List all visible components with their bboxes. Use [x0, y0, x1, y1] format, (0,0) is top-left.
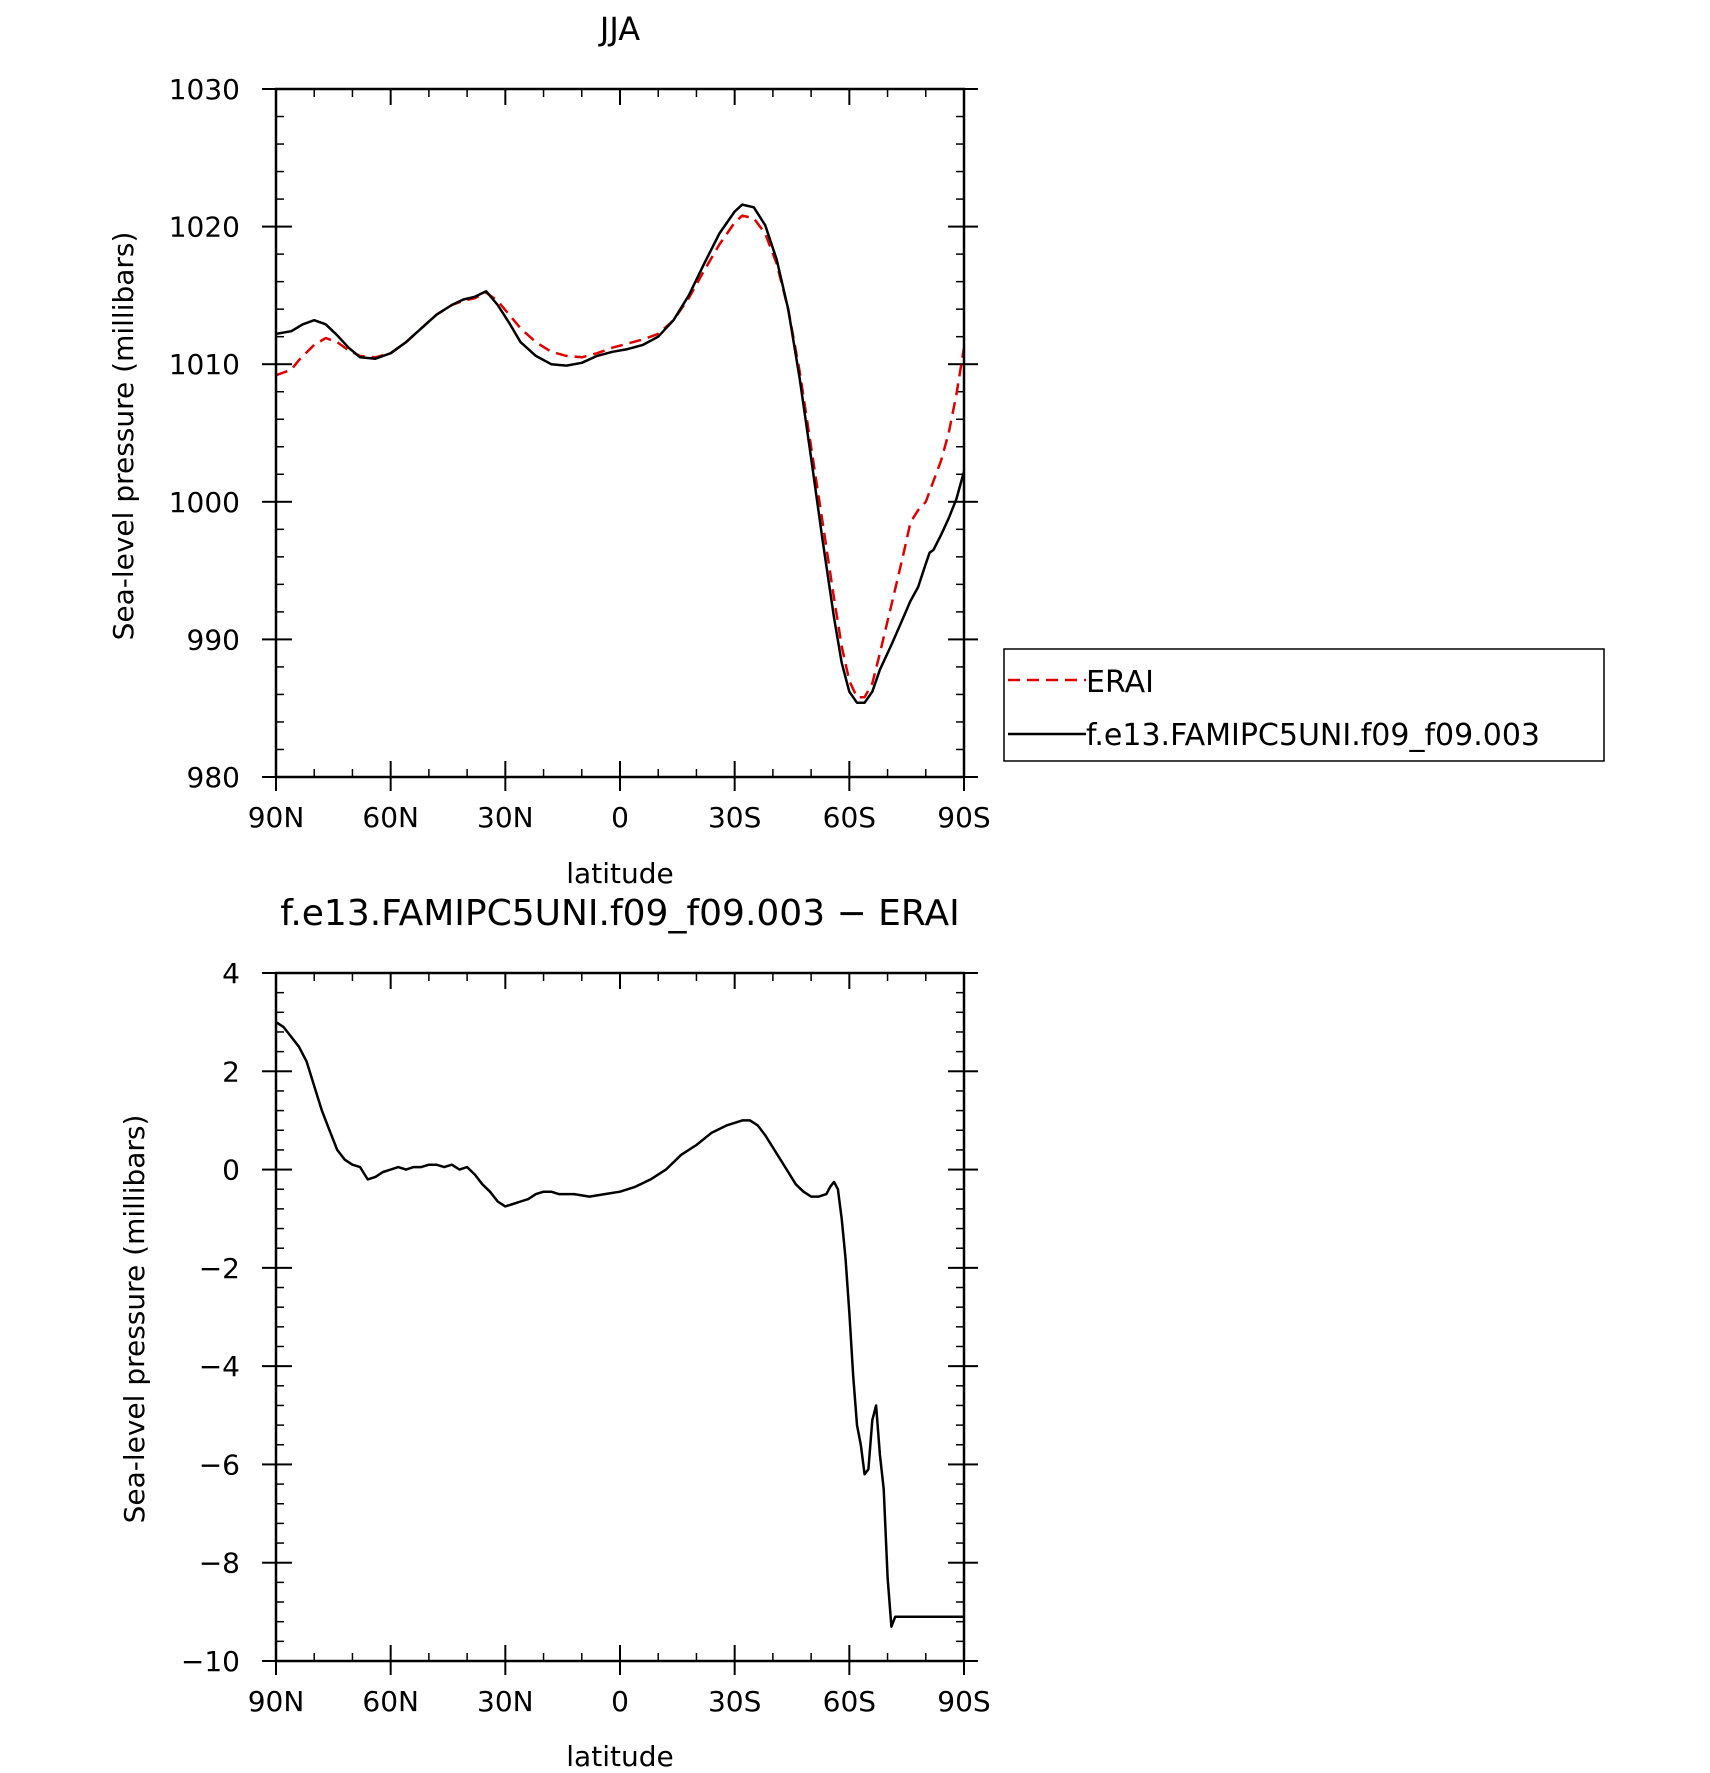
- y-tick-label: 4: [222, 957, 240, 990]
- y-axis-label: Sea-level pressure (millibars): [118, 1115, 151, 1524]
- legend-label-erai: ERAI: [1086, 665, 1154, 700]
- x-tick-label: 60N: [362, 1685, 419, 1718]
- y-tick-label: 1020: [169, 211, 240, 244]
- y-tick-label: 990: [187, 623, 240, 656]
- x-tick-label: 60S: [823, 1685, 876, 1718]
- series-lines: [275, 203, 966, 704]
- x-tick-label: 0: [611, 801, 629, 834]
- plot-frame: [274, 971, 966, 1663]
- x-axis-label: latitude: [566, 1740, 673, 1773]
- legend: ERAI f.e13.FAMIPC5UNI.f09_f09.003: [1003, 648, 1605, 762]
- y-tick-label: −10: [181, 1645, 240, 1678]
- series-lines: [275, 1021, 964, 1628]
- legend-label-model: f.e13.FAMIPC5UNI.f09_f09.003: [1086, 718, 1540, 753]
- x-tick-label: 60N: [362, 801, 419, 834]
- model-line: [275, 1021, 964, 1628]
- x-tick-label: 90S: [937, 801, 990, 834]
- x-tick-label: 30S: [708, 801, 761, 834]
- x-axis-label: latitude: [566, 857, 673, 890]
- model-line: [275, 203, 966, 704]
- x-tick-label: 90N: [248, 801, 305, 834]
- x-tick-label: 90S: [937, 1685, 990, 1718]
- x-tick-label: 30S: [708, 1685, 761, 1718]
- x-tick-label: 60S: [823, 801, 876, 834]
- chart-title: f.e13.FAMIPC5UNI.f09_f09.003 − ERAI: [280, 893, 959, 934]
- x-tick-label: 30N: [477, 1685, 534, 1718]
- x-tick-label: 0: [611, 1685, 629, 1718]
- axis-ticks: 90N 60N 30N 0 30S 60S 90S −10 −8 −6 −4 −2 0 2 4: [181, 957, 991, 1718]
- x-tick-label: 30N: [477, 801, 534, 834]
- y-tick-label: −2: [199, 1252, 240, 1285]
- y-axis-label: Sea-level pressure (millibars): [107, 232, 140, 641]
- chart-title: JJA: [598, 10, 640, 48]
- y-tick-label: −6: [199, 1448, 240, 1481]
- slp-difference-panel: f.e13.FAMIPC5UNI.f09_f09.003 − ERAI Sea-…: [118, 893, 991, 1773]
- y-tick-label: 1000: [169, 486, 240, 519]
- y-tick-label: 0: [222, 1154, 240, 1187]
- y-tick-label: −4: [199, 1350, 240, 1383]
- erai-line: [275, 214, 966, 699]
- legend-box: [1003, 648, 1605, 762]
- y-tick-label: 2: [222, 1055, 240, 1088]
- x-tick-label: 90N: [248, 1685, 305, 1718]
- axis-ticks: 90N 60N 30N 0 30S 60S 90S 980 990 1000 1010 1020 103…: [169, 73, 991, 834]
- plot-frame: [274, 87, 966, 779]
- y-tick-label: 980: [187, 761, 240, 794]
- y-tick-label: 1030: [169, 73, 240, 106]
- y-tick-label: −8: [199, 1547, 240, 1580]
- y-tick-label: 1010: [169, 348, 240, 381]
- slp-panel: JJA Sea-level pressure (millibars) latit…: [107, 10, 991, 890]
